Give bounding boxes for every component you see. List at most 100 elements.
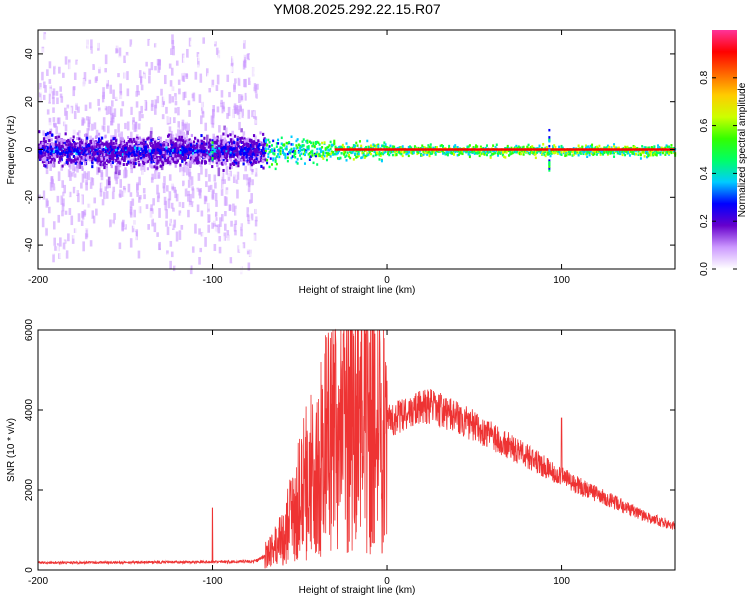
- heatmap-cell: [49, 182, 53, 191]
- heatmap-cell: [319, 150, 322, 154]
- heatmap-cell: [429, 152, 432, 155]
- heatmap-cell: [474, 145, 477, 149]
- heatmap-cell: [101, 199, 105, 206]
- heatmap-cell: [246, 101, 249, 106]
- heatmap-cell: [88, 257, 92, 266]
- heatmap-cell: [259, 154, 262, 158]
- heatmap-cell: [352, 158, 355, 161]
- heatmap-cell: [258, 204, 261, 208]
- heatmap-cell: [204, 122, 208, 131]
- heatmap-cell: [200, 139, 203, 143]
- heatmap-cell: [203, 136, 206, 140]
- heatmap-cell: [38, 156, 41, 160]
- heatmap-cell: [132, 161, 135, 165]
- heatmap-cell: [55, 149, 58, 153]
- heatmap-cell: [68, 140, 71, 144]
- heatmap-cell: [577, 144, 580, 148]
- heatmap-cell: [258, 175, 261, 180]
- heatmap-cell: [138, 111, 142, 121]
- heatmap-cell: [64, 56, 68, 65]
- heatmap-cell: [67, 138, 70, 142]
- heatmap-cell: [297, 149, 300, 153]
- heatmap-cell: [92, 108, 95, 118]
- heatmap-cell: [191, 93, 194, 99]
- heatmap-cell: [553, 151, 556, 154]
- heatmap-cell: [181, 210, 185, 216]
- heatmap-cell: [172, 145, 175, 149]
- heatmap-cell: [529, 146, 532, 149]
- heatmap-cell: [237, 161, 240, 165]
- heatmap-cell: [241, 268, 245, 276]
- heatmap-cell: [417, 146, 420, 150]
- heatmap-cell: [116, 146, 120, 150]
- heatmap-cell: [187, 194, 190, 202]
- heatmap-cell: [115, 148, 118, 152]
- heatmap-cell: [118, 169, 121, 176]
- heatmap-cell: [625, 150, 628, 153]
- heatmap-cell: [85, 172, 88, 180]
- heatmap-cell: [242, 242, 246, 249]
- heatmap-cell: [84, 104, 88, 111]
- heatmap-cell: [110, 135, 113, 142]
- heatmap-cell: [222, 236, 225, 243]
- heatmap-cell: [63, 148, 67, 152]
- heatmap-cell: [247, 182, 251, 188]
- heatmap-cell: [142, 232, 145, 237]
- heatmap-cell: [66, 104, 70, 109]
- heatmap-cell: [125, 154, 128, 158]
- heatmap-cell: [161, 163, 165, 167]
- heatmap-cell: [81, 173, 85, 183]
- heatmap-cell: [174, 189, 177, 199]
- heatmap-cell: [215, 47, 219, 55]
- heatmap-cell: [223, 232, 227, 241]
- heatmap-cell: [199, 188, 202, 193]
- heatmap-cell: [236, 149, 239, 153]
- heatmap-cell: [105, 143, 108, 147]
- heatmap-cell: [147, 60, 151, 71]
- heatmap-cell: [361, 151, 364, 155]
- heatmap-cell: [148, 228, 152, 234]
- heatmap-cell: [137, 205, 141, 215]
- heatmap-cell: [157, 192, 161, 199]
- heatmap-cell: [363, 154, 366, 158]
- heatmap-cell: [259, 131, 262, 135]
- heatmap-cell: [217, 38, 221, 46]
- heatmap-cell: [181, 121, 185, 132]
- heatmap-cell: [421, 144, 424, 147]
- heatmap-cell: [109, 106, 113, 116]
- heatmap-cell: [367, 145, 370, 149]
- heatmap-cell: [545, 152, 548, 156]
- heatmap-cell: [246, 246, 249, 252]
- heatmap-cell: [484, 151, 487, 155]
- heatmap-cell: [409, 150, 412, 154]
- heatmap-cell: [246, 160, 249, 164]
- heatmap-cell: [230, 220, 233, 227]
- heatmap-cell: [224, 160, 227, 164]
- heatmap-cell: [45, 224, 49, 229]
- heatmap-cell: [87, 145, 90, 149]
- heatmap-cell: [235, 208, 239, 218]
- heatmap-cell: [59, 44, 62, 51]
- heatmap-cell: [250, 150, 253, 154]
- heatmap-cell: [239, 175, 243, 182]
- heatmap-cell: [206, 239, 209, 246]
- heatmap-cell: [465, 149, 468, 153]
- heatmap-cell: [51, 145, 55, 149]
- heatmap-cell: [483, 152, 486, 156]
- heatmap-cell: [229, 133, 232, 137]
- heatmap-cell: [527, 143, 530, 147]
- heatmap-cell: [157, 172, 161, 179]
- heatmap-cell: [220, 170, 223, 177]
- heatmap-cell: [253, 234, 256, 242]
- heatmap-cell: [242, 103, 246, 111]
- heatmap-cell: [624, 145, 627, 149]
- heatmap-cell: [113, 37, 117, 43]
- heatmap-cell: [75, 261, 79, 272]
- heatmap-cell: [340, 145, 343, 149]
- heatmap-cell: [584, 144, 587, 147]
- heatmap-cell: [174, 107, 178, 114]
- heatmap-cell: [93, 95, 97, 104]
- heatmap-cell: [213, 174, 217, 182]
- heatmap-cell: [138, 144, 141, 148]
- heatmap-cell: [81, 117, 85, 126]
